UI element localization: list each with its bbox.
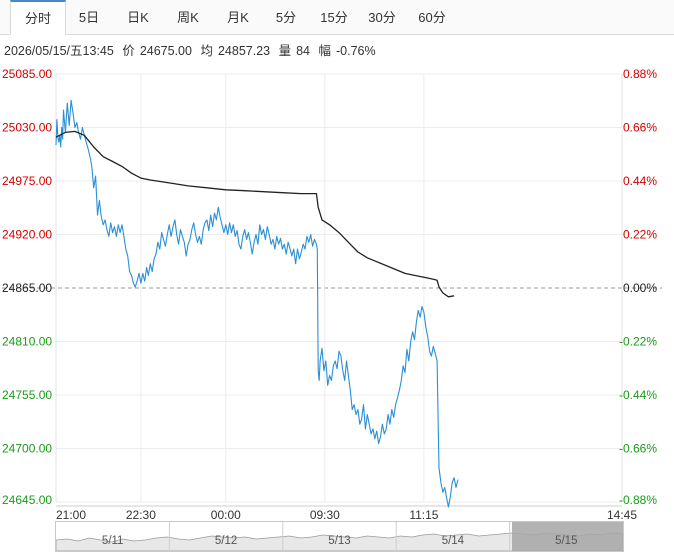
info-price-label: 价: [122, 44, 135, 58]
price-line: [55, 99, 459, 508]
x-tick-label: 09:30: [310, 508, 340, 522]
pct-tick-label: -0.66%: [619, 442, 657, 456]
y-tick-label: 24755.00: [2, 388, 52, 402]
info-change: -0.76%: [336, 44, 376, 58]
tab-2[interactable]: 日K: [127, 10, 149, 25]
pct-tick-label: 0.22%: [623, 228, 657, 242]
y-tick-label: 24645.00: [2, 493, 52, 507]
navigator-day-label: 5/11: [101, 535, 124, 547]
info-volume: 84: [296, 44, 311, 58]
pct-tick-label: -0.44%: [619, 388, 657, 402]
tab-4[interactable]: 月K: [227, 10, 249, 25]
pct-tick-label: 0.66%: [623, 121, 657, 135]
pct-tick-label: 0.00%: [623, 281, 657, 295]
tab-1[interactable]: 5日: [78, 10, 100, 25]
tab-5[interactable]: 5分: [275, 10, 297, 25]
chart-lines: [55, 99, 459, 508]
y-tick-label: 25030.00: [2, 121, 52, 135]
x-tick-label: 00:00: [211, 508, 241, 522]
y-tick-label: 25085.00: [2, 67, 52, 81]
info-price: 24675.00: [139, 44, 192, 58]
y-tick-label: 24975.00: [2, 174, 52, 188]
x-tick-label: 21:00: [56, 508, 86, 522]
navigator-day-label: 5/12: [214, 535, 238, 547]
chart-grid: [2, 73, 662, 507]
x-tick-label: 22:30: [126, 508, 156, 522]
period-tabs: 分时 5日 日K 周K 月K 5分 15分 30分 60分: [0, 0, 674, 35]
y-tick-label: 24700.00: [2, 442, 52, 456]
y-tick-label: 24865.00: [2, 281, 52, 295]
navigator-day-label: 5/15: [555, 535, 578, 547]
pct-tick-label: -0.88%: [619, 493, 657, 507]
x-tick-label: 11:15: [409, 508, 438, 522]
y-tick-label: 24810.00: [2, 335, 52, 349]
average-line: [55, 130, 455, 298]
tab-3[interactable]: 周K: [177, 10, 199, 25]
info-volume-label: 量: [278, 44, 292, 58]
pct-tick-label: 0.88%: [623, 67, 657, 81]
navigator-day-label: 5/13: [328, 535, 351, 547]
chart-labels: 25085.00 0.88% 25030.00 0.66% 24975.00 0.44% 2…: [2, 67, 657, 522]
tab-6[interactable]: 15分: [320, 10, 348, 25]
info-change-label: 幅: [318, 44, 332, 58]
y-tick-label: 24920.00: [2, 228, 52, 242]
tab-7[interactable]: 30分: [368, 10, 396, 25]
navigator-day-label: 5/14: [441, 535, 465, 547]
x-tick-label: 14:45: [607, 508, 637, 522]
navigator-handle[interactable]: [512, 522, 623, 551]
pct-tick-label: 0.44%: [623, 174, 657, 188]
tab-0[interactable]: 分时: [10, 0, 66, 35]
info-avg-label: 均: [200, 44, 213, 58]
time-navigator[interactable]: 5/11 5/12 5/13 5/14 5/15: [55, 521, 624, 552]
tab-8[interactable]: 60分: [418, 10, 446, 25]
pct-tick-label: -0.22%: [619, 335, 657, 349]
info-datetime: 2026/05/15/五13:45: [4, 44, 114, 58]
info-avg: 24857.23: [217, 44, 271, 58]
